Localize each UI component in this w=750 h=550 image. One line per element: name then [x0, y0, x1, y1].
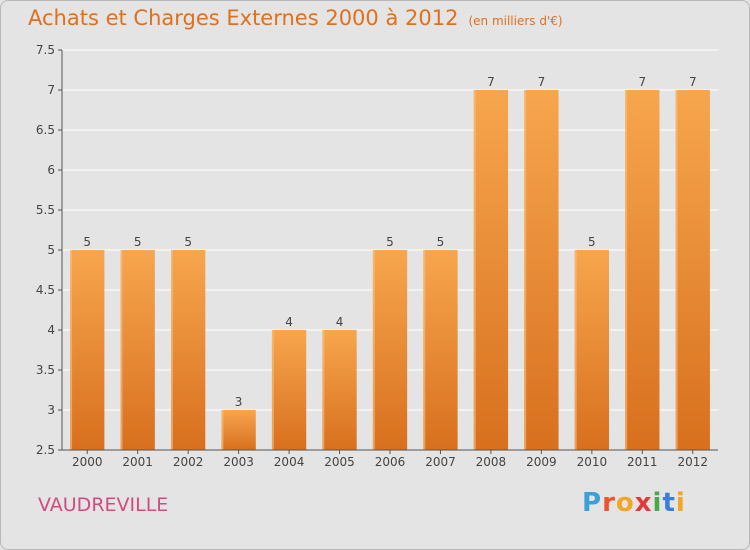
y-tick-label: 5 — [47, 243, 55, 257]
bar-highlight — [675, 90, 678, 450]
data-label: 7 — [538, 75, 546, 89]
bar-2007 — [423, 250, 458, 450]
bar-highlight — [423, 250, 426, 450]
logo-letter: r — [602, 488, 616, 518]
data-label: 4 — [285, 315, 293, 329]
logo-letter: i — [675, 488, 686, 518]
y-tick-label: 7 — [47, 83, 55, 97]
bar-2005 — [322, 330, 357, 450]
logo-letter: t — [662, 488, 676, 518]
bar-2006 — [372, 250, 408, 450]
logo-letter: i — [652, 488, 663, 518]
x-tick-label: 2007 — [425, 455, 456, 469]
x-tick-label: 2012 — [677, 455, 708, 469]
data-label: 7 — [689, 75, 697, 89]
data-label: 7 — [487, 75, 495, 89]
data-label: 5 — [386, 235, 394, 249]
bar-2004 — [271, 330, 307, 450]
chart-title: Achats et Charges Externes 2000 à 2012 (e… — [28, 6, 563, 30]
x-tick-label: 2004 — [274, 455, 305, 469]
y-tick-label: 6 — [47, 163, 55, 177]
x-tick-label: 2002 — [173, 455, 204, 469]
data-label: 5 — [134, 235, 142, 249]
bar-highlight — [170, 250, 173, 450]
data-label: 5 — [437, 235, 445, 249]
bar-2008 — [473, 90, 509, 450]
x-tick-label: 2008 — [476, 455, 507, 469]
y-tick-label: 5.5 — [36, 203, 55, 217]
x-tick-label: 2009 — [526, 455, 557, 469]
x-tick-label: 2000 — [72, 455, 103, 469]
data-label: 5 — [588, 235, 596, 249]
data-label: 5 — [83, 235, 91, 249]
data-label: 4 — [336, 315, 344, 329]
axes — [58, 49, 718, 454]
y-tick-label: 3 — [47, 403, 55, 417]
logo-letter: x — [634, 488, 653, 518]
y-tick-label: 4.5 — [36, 283, 55, 297]
bar-highlight — [322, 330, 325, 450]
x-tick-label: 2011 — [627, 455, 658, 469]
bar-2011 — [625, 90, 660, 450]
logo-letter: o — [615, 488, 635, 518]
data-label: 5 — [184, 235, 192, 249]
town-name: VAUDREVILLE — [38, 494, 169, 516]
bar-2002 — [170, 250, 206, 450]
bars — [70, 90, 710, 450]
proxiti-logo[interactable]: Proxiti — [582, 488, 686, 518]
bar-2010 — [574, 250, 610, 450]
x-tick-label: 2006 — [375, 455, 406, 469]
y-tick-label: 3.5 — [36, 363, 55, 377]
bar-2001 — [120, 250, 155, 450]
bar-2009 — [524, 90, 559, 450]
y-tick-label: 2.5 — [36, 443, 55, 457]
data-label: 7 — [638, 75, 646, 89]
bar-highlight — [574, 250, 577, 450]
bar-highlight — [271, 330, 274, 450]
bar-2012 — [675, 90, 710, 450]
x-tick-label: 2001 — [122, 455, 153, 469]
bar-highlight — [372, 250, 375, 450]
x-tick-label: 2005 — [324, 455, 355, 469]
bar-2003 — [221, 410, 256, 450]
bar-highlight — [625, 90, 628, 450]
x-tick-label: 2003 — [223, 455, 254, 469]
bar-highlight — [120, 250, 123, 450]
y-tick-label: 7.5 — [36, 43, 55, 57]
x-tick-label: 2010 — [577, 455, 608, 469]
bar-highlight — [221, 410, 224, 450]
chart-subtitle: (en milliers d'€) — [468, 14, 563, 28]
bar-highlight — [70, 250, 73, 450]
labels: 2.5 3 3.5 4 4.5 5 5.5 6 6.5 7 7.5 5 2000 5 2001 5 2002 3 2… — [36, 43, 708, 469]
logo-letter: P — [582, 488, 603, 518]
y-tick-label: 4 — [47, 323, 55, 337]
bar-highlight — [473, 90, 476, 450]
data-label: 3 — [235, 395, 243, 409]
bar-highlight — [524, 90, 527, 450]
y-tick-label: 6.5 — [36, 123, 55, 137]
bar-2000 — [70, 250, 105, 450]
chart-title-text: Achats et Charges Externes 2000 à 2012 — [28, 6, 459, 30]
